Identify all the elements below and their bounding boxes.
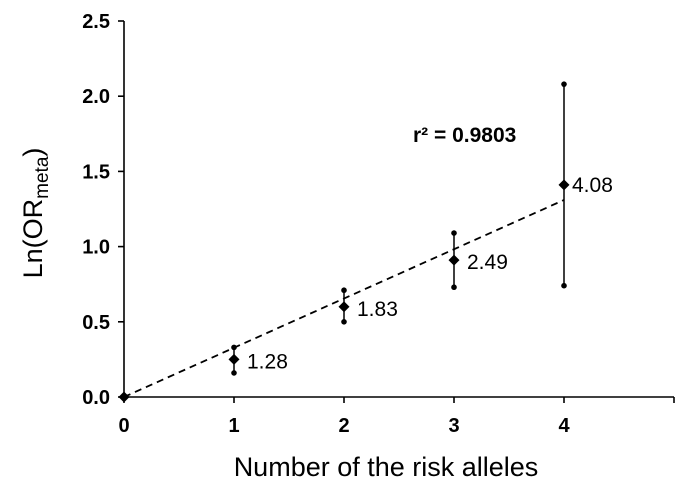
error-bar-cap-lower (561, 282, 567, 289)
y-axis-title-main: Ln(OR (18, 199, 48, 279)
x-axis-title: Number of the risk alleles (234, 452, 539, 481)
data-label: 1.28 (247, 350, 288, 373)
y-tick-label: 2.5 (82, 11, 110, 33)
y-axis-title-close: ) (18, 148, 48, 157)
error-bar-cap-upper (561, 81, 567, 87)
labels: Number of the risk alleles Ln(ORmeta) 1.28… (18, 124, 613, 481)
data-marks (118, 81, 570, 403)
data-point (558, 179, 570, 191)
data-point (228, 353, 240, 365)
y-axis-title: Ln(ORmeta) (18, 148, 53, 279)
y-tick-label: 1.5 (82, 161, 110, 183)
data-label: 2.49 (467, 251, 508, 274)
data-point (118, 391, 130, 403)
y-axis-title-subscript: meta (32, 156, 53, 199)
error-bar-cap-upper (451, 230, 457, 236)
error-bar-cap-lower (451, 284, 457, 291)
y-tick-label: 2.0 (82, 86, 110, 108)
x-tick-label: 1 (228, 415, 239, 437)
error-bar-cap-upper (231, 344, 237, 351)
data-label: 4.08 (572, 174, 613, 197)
x-tick-label: 0 (118, 415, 129, 437)
data-point (338, 301, 350, 313)
data-label: 1.83 (357, 298, 398, 321)
x-tick-label: 2 (338, 415, 349, 437)
error-bar-cap-upper (341, 287, 347, 294)
error-bar-cap-lower (231, 370, 237, 376)
x-tick-label: 4 (558, 415, 570, 437)
error-bar-cap-lower (341, 319, 347, 325)
axes: 0.0 0.5 1.0 1.5 2.0 2.5 0 1 2 3 4 (82, 11, 675, 437)
data-point (448, 254, 460, 266)
y-tick-label: 0.5 (82, 312, 110, 334)
y-tick-label: 1.0 (82, 237, 110, 259)
x-tick-label: 3 (448, 415, 459, 437)
y-tick-label: 0.0 (82, 387, 110, 409)
r-squared-annotation: r² = 0.9803 (413, 124, 516, 147)
